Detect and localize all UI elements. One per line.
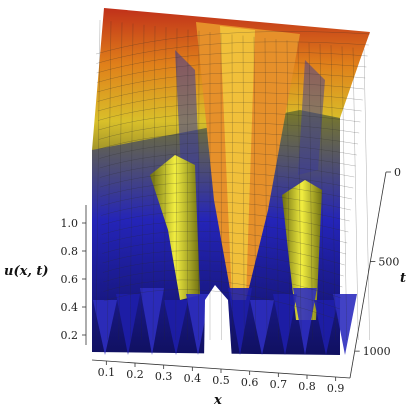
mesh-line xyxy=(330,45,336,341)
mesh-line xyxy=(97,92,363,112)
mesh-line xyxy=(286,40,290,341)
x-axis: 0.1 0.2 0.3 0.4 0.5 0.6 0.7 0.8 0.9 x xyxy=(91,359,351,408)
mesh-line xyxy=(98,132,359,150)
surface-valley xyxy=(298,60,325,175)
mesh-line xyxy=(96,41,369,64)
z-tick-label: 0.6 xyxy=(61,273,79,286)
mesh-line xyxy=(102,250,344,277)
mesh-line xyxy=(152,25,156,341)
mesh-line xyxy=(319,43,325,341)
mesh-line xyxy=(98,102,362,121)
mesh-line xyxy=(187,29,189,341)
mesh-line xyxy=(141,24,145,341)
surface-trough xyxy=(186,294,210,355)
mesh-line xyxy=(103,279,341,310)
mesh-line xyxy=(100,181,353,200)
mesh-line xyxy=(275,39,279,341)
mesh-line xyxy=(99,142,357,159)
mesh-line xyxy=(101,230,347,255)
mesh-line xyxy=(363,48,370,341)
z-tick-label: 1.0 xyxy=(61,217,79,230)
x-tick-label: 0.6 xyxy=(241,376,259,389)
mesh-line xyxy=(98,122,360,140)
mesh-line xyxy=(130,23,134,341)
z-tick-label: 0.2 xyxy=(61,329,79,342)
surface-mesh xyxy=(92,8,370,360)
surface-gap xyxy=(204,285,232,360)
surface-trough xyxy=(293,288,317,355)
surface-trough xyxy=(333,294,357,355)
mesh-line xyxy=(101,201,350,222)
surface-grid-lines xyxy=(95,19,371,341)
t-tick-label: 1000 xyxy=(363,345,391,358)
x-tick-label: 0.9 xyxy=(327,382,345,395)
mesh-line xyxy=(100,172,354,189)
z-axis-title: u(x, t) xyxy=(4,264,49,279)
surface-trough xyxy=(140,288,164,355)
mesh-line xyxy=(95,31,371,55)
mesh-line xyxy=(164,27,167,341)
x-tick-label: 0.2 xyxy=(126,368,144,381)
mesh-line xyxy=(102,260,343,288)
mesh-line xyxy=(175,28,178,341)
mesh-line xyxy=(100,191,351,211)
surface-trough xyxy=(116,294,140,355)
x-tick-label: 0.1 xyxy=(98,366,116,379)
x-tick-label: 0.3 xyxy=(155,370,173,383)
mesh-line xyxy=(101,211,349,233)
surface-trough xyxy=(93,300,117,355)
mesh-line xyxy=(98,112,361,131)
mesh-line xyxy=(102,240,345,266)
mesh-line xyxy=(118,22,123,341)
mesh-line xyxy=(297,41,302,341)
x-tick-label: 0.8 xyxy=(298,380,316,393)
mesh-line xyxy=(96,51,368,74)
mesh-line xyxy=(253,36,256,341)
mesh-line xyxy=(264,37,268,341)
mesh-line xyxy=(97,82,365,102)
z-axis: 0.2 0.4 0.6 0.8 1.0 u(x, t) xyxy=(4,205,87,345)
mesh-line xyxy=(231,34,233,341)
x-axis-title: x xyxy=(213,393,222,408)
x-tick-label: 0.7 xyxy=(270,378,288,391)
mesh-line xyxy=(242,35,245,341)
t-tick-label: 500 xyxy=(378,256,399,269)
surface-trough xyxy=(273,294,297,355)
mesh-line xyxy=(99,152,356,169)
surface-trough xyxy=(250,300,274,355)
mesh-line xyxy=(99,162,355,178)
t-axis: 0 500 1000 t xyxy=(349,166,406,379)
mesh-line xyxy=(97,72,366,93)
mesh-line xyxy=(103,270,342,299)
mesh-line xyxy=(96,62,367,83)
mesh-line xyxy=(107,21,112,341)
z-tick-label: 0.8 xyxy=(61,245,79,258)
mesh-line xyxy=(103,289,339,321)
t-axis-line xyxy=(349,171,387,379)
mesh-line xyxy=(308,42,313,341)
mesh-line xyxy=(352,47,359,341)
t-tick-label: 0 xyxy=(394,166,401,179)
mesh-line xyxy=(341,46,347,341)
z-tick-label: 0.4 xyxy=(61,301,79,314)
surface-trough xyxy=(228,288,252,355)
surface-valley xyxy=(175,50,200,190)
t-axis-title: t xyxy=(400,271,406,286)
x-tick-label: 0.4 xyxy=(184,372,202,385)
x-tick-label: 0.5 xyxy=(212,374,230,387)
mesh-line xyxy=(95,19,101,341)
